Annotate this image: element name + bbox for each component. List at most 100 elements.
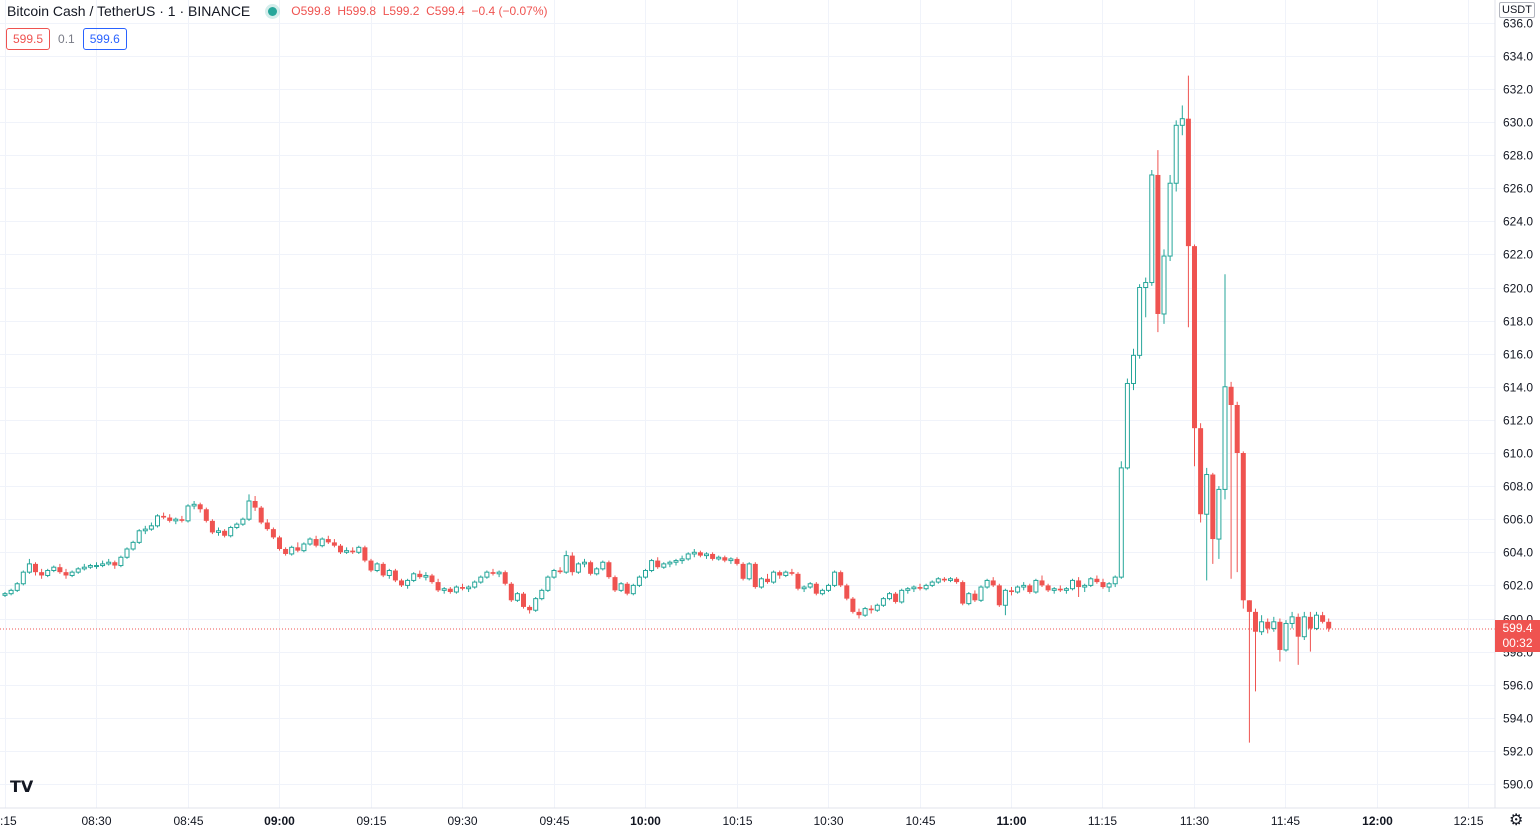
candle [929,580,935,588]
candle-body [301,543,307,552]
ask-button[interactable]: 599.6 [82,28,127,50]
tradingview-logo-icon[interactable]: 𝗧𝗩 [10,779,34,796]
candle-body [362,547,368,561]
candle-body [575,563,581,573]
candle [569,552,575,576]
candle [948,577,953,583]
candle-body [81,566,87,570]
candle-body [1149,174,1155,284]
candle-body [155,515,160,527]
candle [502,570,508,586]
candle [1314,611,1319,631]
candle-body [1039,580,1045,586]
candle [941,577,947,583]
x-tick-label: 11:15 [1088,814,1117,828]
candle [1021,582,1027,591]
candle-body [1076,580,1082,588]
candle [508,582,514,602]
candle [417,570,423,579]
ohlc-values: O599.8 H599.8 L599.2 C599.4 −0.4 (−0.07%… [291,4,548,18]
x-tick-label: 09:15 [356,814,386,828]
candle [1204,467,1210,581]
candle-body [161,515,167,518]
candle [1192,244,1197,467]
candle [539,588,545,601]
candle-body [972,593,978,601]
candle-body [197,504,203,510]
candle [411,572,417,583]
candle-body [277,537,282,549]
candle [844,583,850,601]
candle-body [112,562,118,566]
candle-body [844,585,850,599]
candle [1155,150,1161,333]
candle-body [100,563,106,567]
candle [14,582,20,593]
candle-body [1210,474,1216,540]
market-status-icon[interactable] [268,6,278,16]
y-tick-label: 624.0 [1503,215,1533,229]
candle-body [1271,621,1277,629]
candle [887,592,892,601]
candle-body [466,586,472,590]
candle [429,573,435,584]
candle-body [399,580,404,586]
candle [478,575,484,584]
gear-icon[interactable]: ⚙ [1509,812,1524,829]
candle-body [289,546,295,555]
candle [905,587,911,594]
candle [801,585,807,593]
candle-body [8,589,14,595]
candle [100,560,106,568]
candle [777,570,783,579]
candle [624,582,630,596]
candle [130,540,136,551]
candle [319,537,325,548]
candle [2,592,8,597]
candle [746,562,752,581]
y-tick-label: 606.0 [1503,513,1533,527]
candle [1179,105,1185,136]
y-tick-label: 614.0 [1503,381,1533,395]
candle [45,568,51,578]
candle [771,570,777,584]
candle [1216,486,1222,559]
time-axis[interactable]: :15 08:30 08:45 09:00 09:15 09:30 09:45 10:00 10… [0,814,1484,828]
candle-body [563,555,569,573]
candle-body [1253,611,1258,632]
candle [935,577,941,584]
price-axis[interactable]: 590.0592.0594.0596.0598.0600.0602.0604.0… [1503,17,1533,792]
candle [466,585,472,593]
candle-body [87,565,93,568]
candle [667,560,673,568]
last-price-label: 599.4 00:32 [1495,620,1540,652]
candle-body [856,611,862,616]
candle-body [26,563,32,573]
bid-button[interactable]: 599.5 [6,28,51,50]
candle-body [600,561,606,570]
candle [338,544,343,554]
candle [51,565,57,573]
candle [209,519,215,535]
candle-body [807,583,813,588]
candle [1057,585,1063,593]
candle [1265,618,1271,634]
currency-unit-button[interactable]: USDT [1499,2,1535,18]
candle [1234,401,1240,573]
candle-body [33,563,38,573]
candle [655,557,661,569]
candle [1301,611,1307,641]
candle [545,575,551,593]
symbol-title[interactable]: Bitcoin Cash / TetherUS · 1 · BINANCE [7,3,251,19]
candle-body [868,608,874,611]
candles-layer [2,75,1332,743]
candle-body [777,572,783,576]
candle [1271,616,1277,632]
candle-body [405,579,411,586]
candle [984,578,990,589]
x-tick-label: 12:15 [1453,814,1483,828]
candle [356,545,362,554]
candle-body [502,572,508,584]
candle [392,568,398,583]
